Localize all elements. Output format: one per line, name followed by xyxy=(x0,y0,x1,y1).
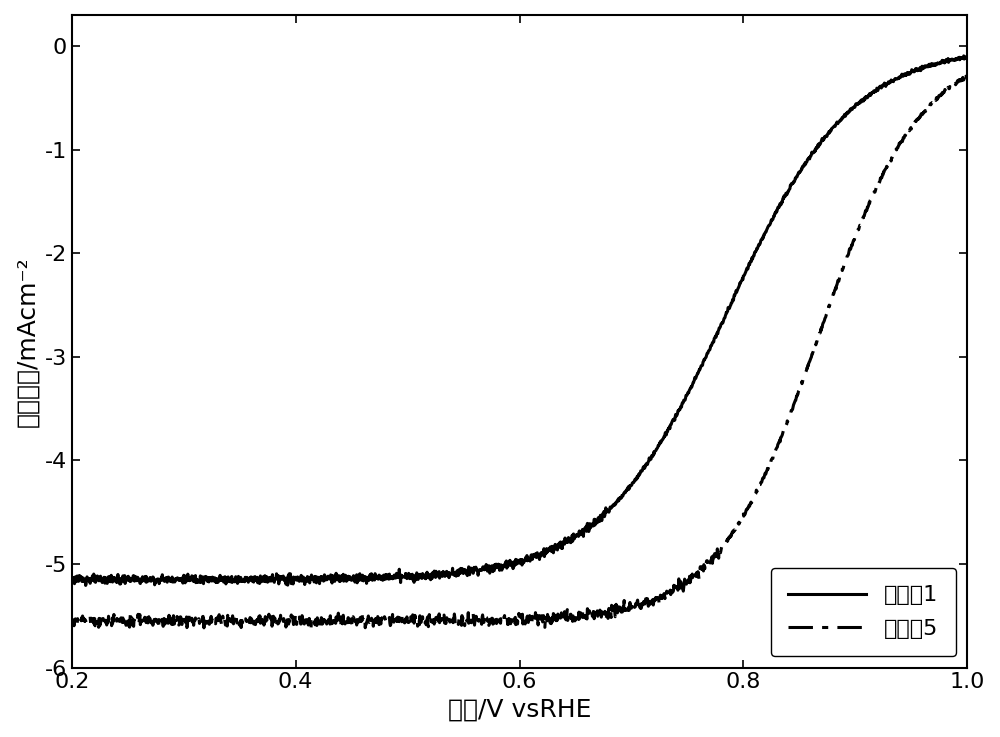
实施例5 xyxy=(936,91,948,99)
对比例1 xyxy=(961,52,973,60)
实施例5 xyxy=(935,90,947,99)
对比例1 xyxy=(771,205,783,214)
实施例5 xyxy=(198,624,210,632)
Line: 对比例1: 对比例1 xyxy=(72,56,967,585)
实施例5 xyxy=(66,614,78,623)
Legend: 对比例1, 实施例5: 对比例1, 实施例5 xyxy=(771,567,956,657)
对比例1 xyxy=(936,57,948,66)
对比例1 xyxy=(66,576,78,585)
对比例1 xyxy=(935,58,947,67)
X-axis label: 电压/V vsRHE: 电压/V vsRHE xyxy=(448,698,591,722)
对比例1 xyxy=(478,564,490,573)
实施例5 xyxy=(111,618,123,626)
对比例1 xyxy=(112,570,124,579)
对比例1 xyxy=(80,581,92,590)
实施例5 xyxy=(478,618,490,626)
对比例1 xyxy=(958,52,970,60)
实施例5 xyxy=(961,71,973,80)
对比例1 xyxy=(502,562,514,571)
Line: 实施例5: 实施例5 xyxy=(72,74,967,628)
实施例5 xyxy=(502,620,514,629)
实施例5 xyxy=(771,443,783,452)
Y-axis label: 电流密度/mAcm⁻²: 电流密度/mAcm⁻² xyxy=(15,256,39,427)
实施例5 xyxy=(961,70,973,79)
